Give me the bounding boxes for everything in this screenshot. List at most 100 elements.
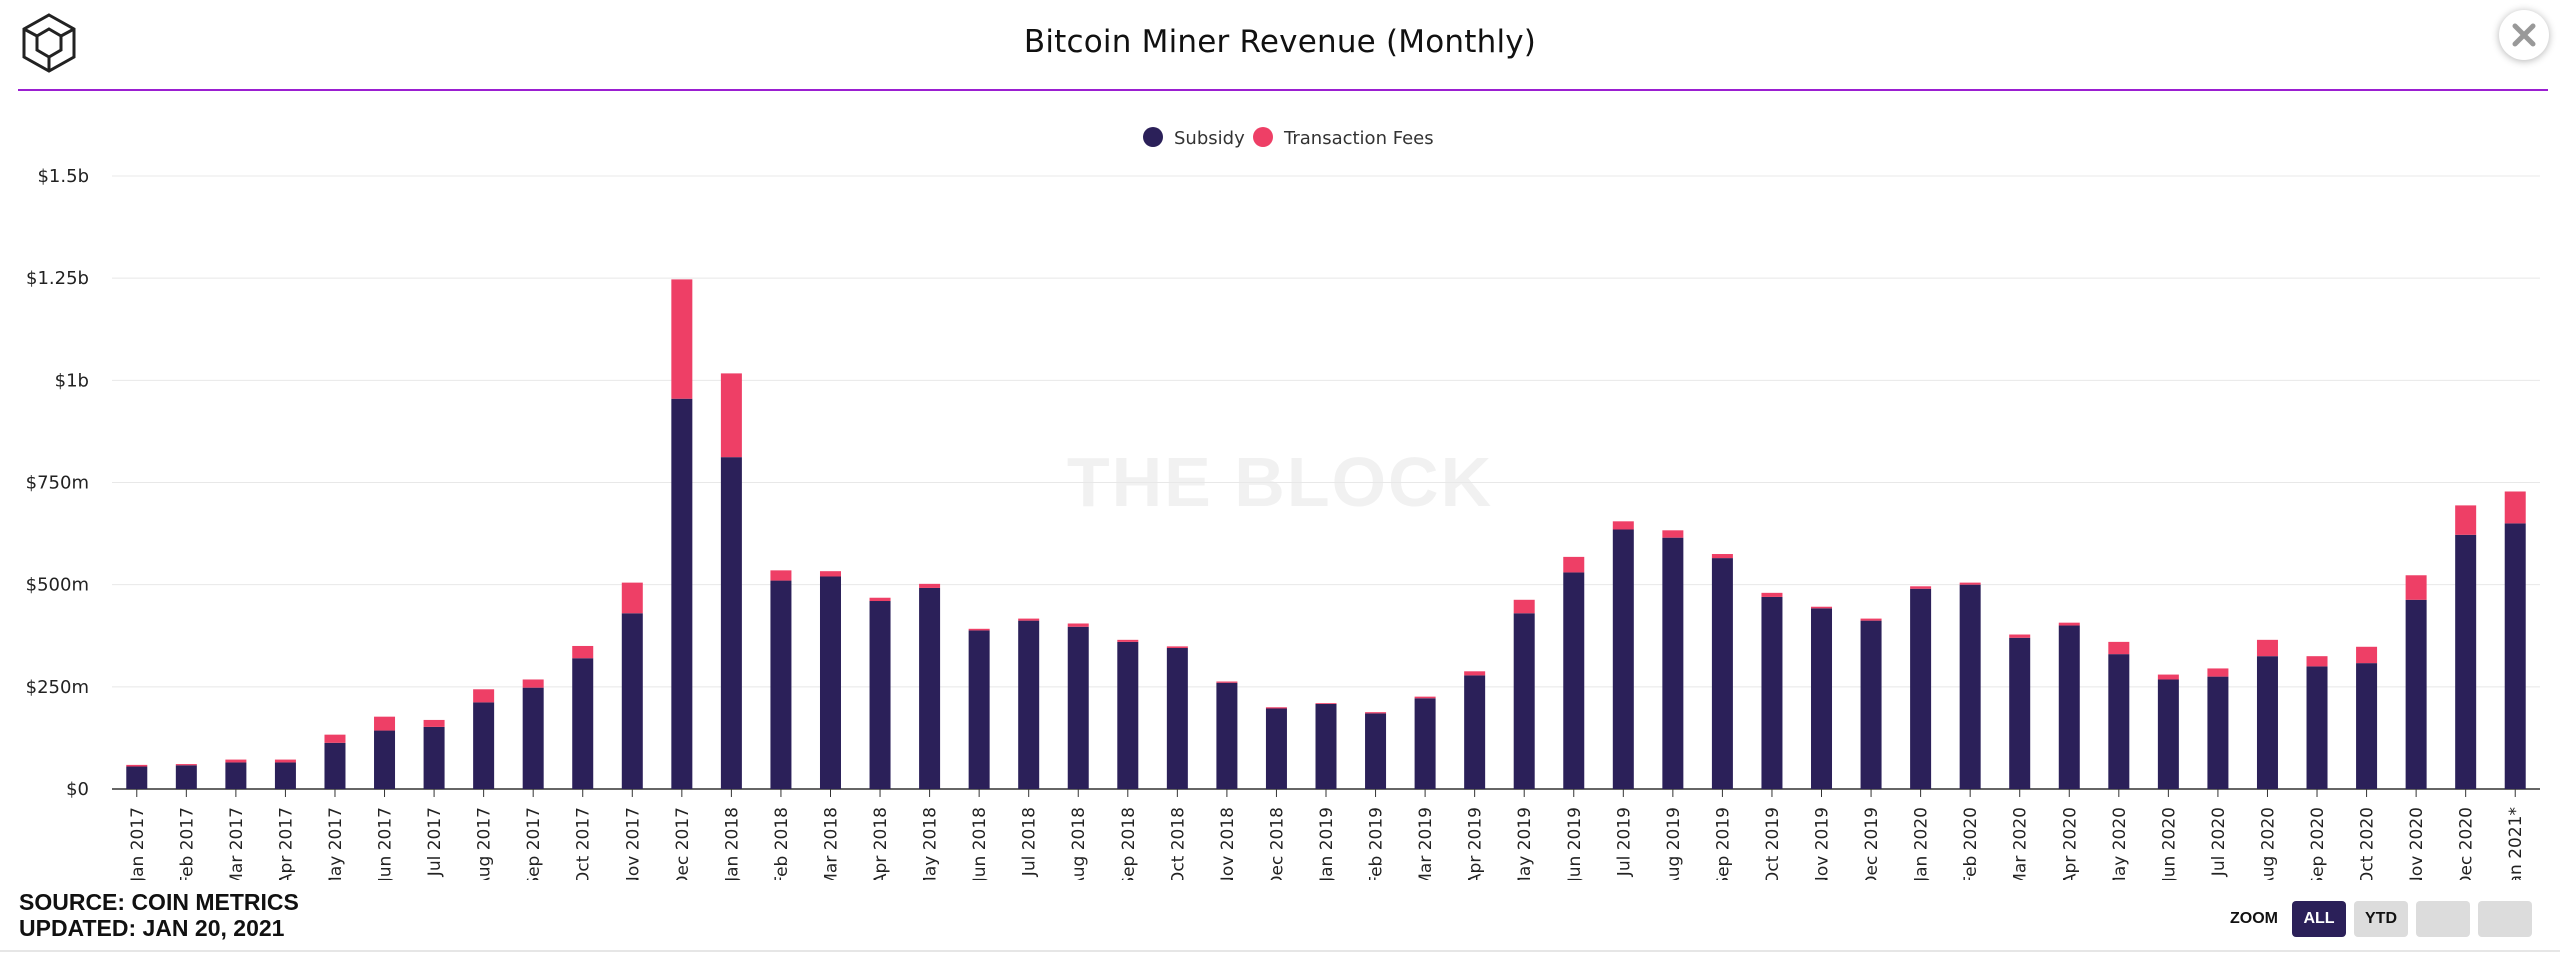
fees-bar[interactable] bbox=[1959, 582, 1981, 585]
subsidy-bar[interactable] bbox=[1761, 596, 1783, 789]
fees-bar[interactable] bbox=[1860, 618, 1882, 621]
zoom-button-3[interactable] bbox=[2416, 901, 2470, 937]
subsidy-bar[interactable] bbox=[1811, 608, 1833, 789]
fees-bar[interactable] bbox=[2108, 641, 2130, 655]
subsidy-bar[interactable] bbox=[374, 730, 396, 789]
fees-bar[interactable] bbox=[869, 597, 891, 602]
fees-bar[interactable] bbox=[1662, 530, 1684, 538]
subsidy-bar[interactable] bbox=[1018, 620, 1040, 789]
fees-bar[interactable] bbox=[2058, 622, 2080, 626]
fees-bar[interactable] bbox=[522, 679, 544, 688]
subsidy-bar[interactable] bbox=[671, 398, 693, 789]
fees-bar[interactable] bbox=[1315, 703, 1337, 704]
legend-subsidy-label[interactable]: Subsidy bbox=[1174, 128, 1245, 149]
subsidy-bar[interactable] bbox=[1910, 588, 1932, 789]
subsidy-bar[interactable] bbox=[423, 726, 445, 789]
fees-bar[interactable] bbox=[126, 764, 148, 767]
fees-bar[interactable] bbox=[919, 583, 941, 588]
subsidy-bar[interactable] bbox=[2256, 656, 2278, 789]
subsidy-bar[interactable] bbox=[2356, 663, 2378, 789]
subsidy-bar[interactable] bbox=[2108, 654, 2130, 789]
fees-bar[interactable] bbox=[1563, 556, 1585, 573]
subsidy-bar[interactable] bbox=[1860, 620, 1882, 789]
subsidy-bar[interactable] bbox=[2306, 666, 2328, 789]
subsidy-bar[interactable] bbox=[1265, 708, 1287, 789]
fees-bar[interactable] bbox=[374, 716, 396, 731]
subsidy-bar[interactable] bbox=[274, 762, 296, 789]
subsidy-bar[interactable] bbox=[1117, 641, 1139, 789]
fees-bar[interactable] bbox=[2455, 505, 2477, 535]
zoom-all-button[interactable]: ALL bbox=[2292, 901, 2346, 937]
subsidy-bar[interactable] bbox=[126, 766, 148, 789]
fees-bar[interactable] bbox=[1910, 586, 1932, 589]
zoom-ytd-button[interactable]: YTD bbox=[2354, 901, 2408, 937]
fees-bar[interactable] bbox=[2306, 656, 2328, 667]
subsidy-bar[interactable] bbox=[572, 658, 594, 789]
fees-bar[interactable] bbox=[1761, 592, 1783, 597]
subsidy-bar[interactable] bbox=[1464, 675, 1486, 789]
subsidy-bar[interactable] bbox=[1662, 537, 1684, 789]
fees-bar[interactable] bbox=[2009, 634, 2031, 638]
fees-bar[interactable] bbox=[968, 628, 990, 631]
subsidy-bar[interactable] bbox=[2504, 523, 2526, 789]
subsidy-bar[interactable] bbox=[473, 702, 495, 789]
subsidy-bar[interactable] bbox=[1612, 529, 1634, 790]
subsidy-bar[interactable] bbox=[919, 587, 941, 789]
subsidy-bar[interactable] bbox=[1414, 698, 1436, 789]
fees-bar[interactable] bbox=[2207, 668, 2229, 677]
fees-bar[interactable] bbox=[720, 373, 742, 458]
subsidy-bar[interactable] bbox=[1513, 613, 1535, 789]
subsidy-bar[interactable] bbox=[1216, 682, 1238, 789]
close-button[interactable] bbox=[2499, 10, 2549, 60]
fees-bar[interactable] bbox=[423, 719, 445, 727]
subsidy-bar[interactable] bbox=[324, 742, 346, 789]
subsidy-bar[interactable] bbox=[1067, 626, 1089, 789]
fees-bar[interactable] bbox=[1811, 606, 1833, 609]
fees-bar[interactable] bbox=[274, 759, 296, 763]
fees-bar[interactable] bbox=[2356, 646, 2378, 664]
fees-bar[interactable] bbox=[572, 645, 594, 659]
fees-bar[interactable] bbox=[1612, 521, 1634, 530]
fees-bar[interactable] bbox=[1018, 618, 1040, 621]
cube-logo-icon[interactable] bbox=[18, 12, 80, 74]
fees-bar[interactable] bbox=[1166, 646, 1188, 649]
fees-bar[interactable] bbox=[1513, 599, 1535, 614]
subsidy-bar[interactable] bbox=[2058, 625, 2080, 789]
legend-fees-label[interactable]: Transaction Fees bbox=[1283, 128, 1434, 149]
subsidy-bar[interactable] bbox=[2157, 679, 2179, 789]
fees-bar[interactable] bbox=[1067, 623, 1089, 627]
subsidy-bar[interactable] bbox=[2405, 599, 2427, 789]
fees-bar[interactable] bbox=[770, 570, 792, 581]
subsidy-bar[interactable] bbox=[1563, 572, 1585, 789]
fees-bar[interactable] bbox=[2405, 575, 2427, 600]
fees-bar[interactable] bbox=[1117, 639, 1139, 642]
subsidy-bar[interactable] bbox=[1959, 584, 1981, 789]
subsidy-bar[interactable] bbox=[2455, 534, 2477, 789]
subsidy-bar[interactable] bbox=[1315, 704, 1337, 789]
fees-bar[interactable] bbox=[225, 759, 247, 763]
fees-bar[interactable] bbox=[819, 571, 841, 577]
fees-bar[interactable] bbox=[1711, 554, 1733, 559]
fees-bar[interactable] bbox=[1216, 681, 1238, 683]
fees-bar[interactable] bbox=[2157, 674, 2179, 680]
fees-bar[interactable] bbox=[671, 279, 693, 399]
fees-bar[interactable] bbox=[1365, 712, 1387, 714]
fees-bar[interactable] bbox=[1265, 707, 1287, 709]
fees-bar[interactable] bbox=[2256, 639, 2278, 657]
subsidy-bar[interactable] bbox=[621, 613, 643, 789]
fees-bar[interactable] bbox=[473, 689, 495, 703]
subsidy-bar[interactable] bbox=[869, 601, 891, 789]
fees-bar[interactable] bbox=[2504, 491, 2526, 524]
subsidy-bar[interactable] bbox=[819, 576, 841, 789]
subsidy-bar[interactable] bbox=[225, 762, 247, 789]
subsidy-bar[interactable] bbox=[770, 580, 792, 789]
subsidy-bar[interactable] bbox=[968, 630, 990, 789]
subsidy-bar[interactable] bbox=[2009, 637, 2031, 789]
fees-bar[interactable] bbox=[324, 734, 346, 743]
subsidy-bar[interactable] bbox=[2207, 676, 2229, 789]
subsidy-bar[interactable] bbox=[522, 687, 544, 789]
fees-bar[interactable] bbox=[175, 764, 197, 766]
subsidy-bar[interactable] bbox=[1711, 558, 1733, 789]
fees-bar[interactable] bbox=[621, 582, 643, 614]
subsidy-bar[interactable] bbox=[1365, 713, 1387, 789]
